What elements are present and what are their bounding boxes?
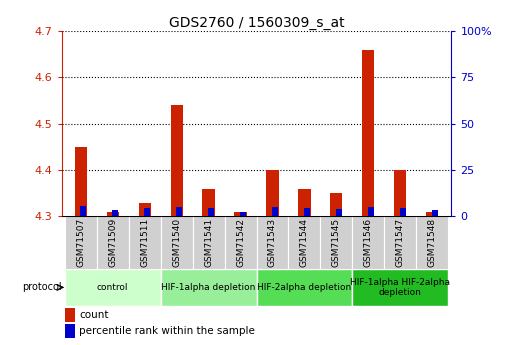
Bar (65, 216, 97, 268)
Bar (81, 206, 86, 216)
Bar (256, 216, 288, 268)
Bar (256, 268, 352, 306)
Text: HIF-1alpha depletion: HIF-1alpha depletion (162, 283, 256, 292)
Bar (321, 216, 352, 268)
Text: HIF-1alpha HIF-2alpha
depletion: HIF-1alpha HIF-2alpha depletion (350, 278, 450, 297)
Text: control: control (97, 283, 128, 292)
Bar (352, 268, 448, 306)
Text: protocol: protocol (22, 283, 62, 293)
Title: GDS2760 / 1560309_s_at: GDS2760 / 1560309_s_at (169, 16, 344, 30)
Bar (362, 50, 374, 216)
Bar (75, 147, 87, 216)
Bar (299, 189, 310, 216)
Bar (161, 268, 256, 306)
Text: GSM71546: GSM71546 (364, 218, 373, 267)
Bar (192, 216, 225, 268)
Bar (170, 105, 183, 216)
Bar (66, 324, 75, 338)
Text: GSM71545: GSM71545 (332, 218, 341, 267)
Text: GSM71544: GSM71544 (300, 218, 309, 267)
Bar (426, 212, 438, 216)
Bar (384, 216, 416, 268)
Bar (400, 208, 406, 216)
Text: percentile rank within the sample: percentile rank within the sample (79, 326, 255, 336)
Text: GSM71540: GSM71540 (172, 218, 181, 267)
Bar (107, 212, 119, 216)
Bar (416, 216, 448, 268)
Text: GSM71547: GSM71547 (396, 218, 405, 267)
Bar (288, 216, 321, 268)
Bar (129, 216, 161, 268)
Bar (330, 193, 343, 216)
Bar (112, 210, 118, 216)
Bar (304, 208, 310, 216)
Text: GSM71548: GSM71548 (428, 218, 437, 267)
Bar (352, 216, 384, 268)
Text: HIF-2alpha depletion: HIF-2alpha depletion (258, 283, 351, 292)
Bar (234, 212, 247, 216)
Bar (97, 216, 129, 268)
Bar (368, 207, 374, 216)
Bar (66, 308, 75, 322)
Bar (208, 208, 214, 216)
Text: GSM71511: GSM71511 (140, 218, 149, 267)
Bar (240, 212, 246, 216)
Text: GSM71541: GSM71541 (204, 218, 213, 267)
Bar (161, 216, 192, 268)
Bar (139, 203, 151, 216)
Text: count: count (79, 310, 109, 320)
Bar (432, 210, 438, 216)
Text: GSM71509: GSM71509 (108, 218, 117, 267)
Bar (394, 170, 406, 216)
Bar (65, 268, 161, 306)
Bar (176, 207, 182, 216)
Text: GSM71507: GSM71507 (76, 218, 85, 267)
Bar (203, 189, 214, 216)
Bar (336, 209, 342, 216)
Bar (266, 170, 279, 216)
Bar (225, 216, 256, 268)
Bar (272, 207, 278, 216)
Text: GSM71543: GSM71543 (268, 218, 277, 267)
Bar (144, 208, 150, 216)
Text: GSM71542: GSM71542 (236, 218, 245, 267)
